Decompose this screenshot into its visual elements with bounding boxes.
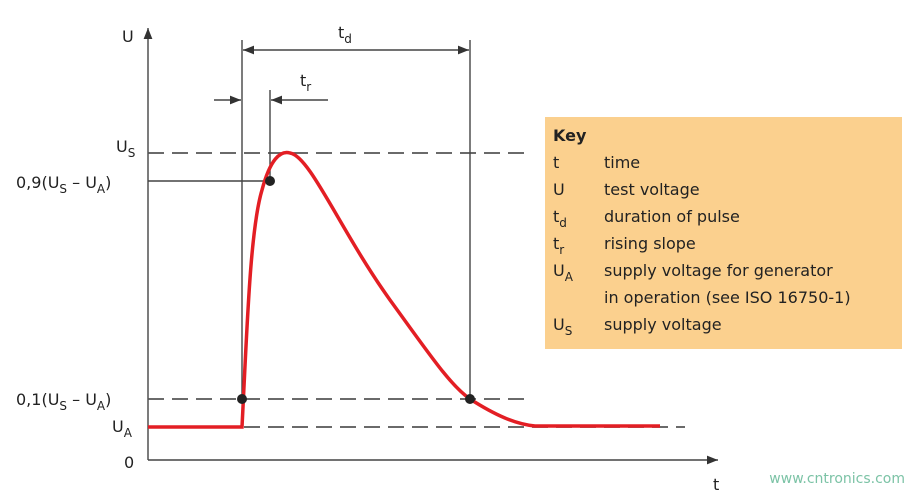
td-label: td bbox=[338, 23, 352, 46]
point bbox=[265, 176, 275, 186]
key-symbol: US bbox=[553, 315, 572, 338]
key-description: duration of pulse bbox=[604, 207, 740, 226]
key-description: rising slope bbox=[604, 234, 696, 253]
key-description: in operation (see ISO 16750-1) bbox=[604, 288, 851, 307]
level-label: 0,1(US – UA) bbox=[16, 390, 111, 413]
watermark: www.cntronics.com bbox=[769, 471, 905, 487]
key-description: test voltage bbox=[604, 180, 700, 199]
x-axis-label: t bbox=[713, 475, 719, 494]
key-symbol: tr bbox=[553, 234, 564, 257]
key-symbol: t bbox=[553, 153, 559, 172]
level-label: US bbox=[116, 137, 135, 160]
key-symbol: td bbox=[553, 207, 567, 230]
key-description: supply voltage for generator bbox=[604, 261, 833, 280]
level-label: UA bbox=[112, 417, 133, 440]
origin-label: 0 bbox=[124, 453, 134, 472]
key-description: supply voltage bbox=[604, 315, 722, 334]
key-symbol: U bbox=[553, 180, 565, 199]
key-description: time bbox=[604, 153, 640, 172]
point bbox=[237, 394, 247, 404]
key-items: t time U test voltage td duration of pulse tr r… bbox=[553, 153, 851, 338]
y-axis-label: U bbox=[122, 27, 134, 46]
key-title: Key bbox=[553, 126, 587, 145]
level-label: 0,9(US – UA) bbox=[16, 173, 111, 196]
tr-label: tr bbox=[300, 71, 311, 94]
key-box bbox=[545, 117, 902, 349]
point bbox=[465, 394, 475, 404]
key-symbol: UA bbox=[553, 261, 574, 284]
